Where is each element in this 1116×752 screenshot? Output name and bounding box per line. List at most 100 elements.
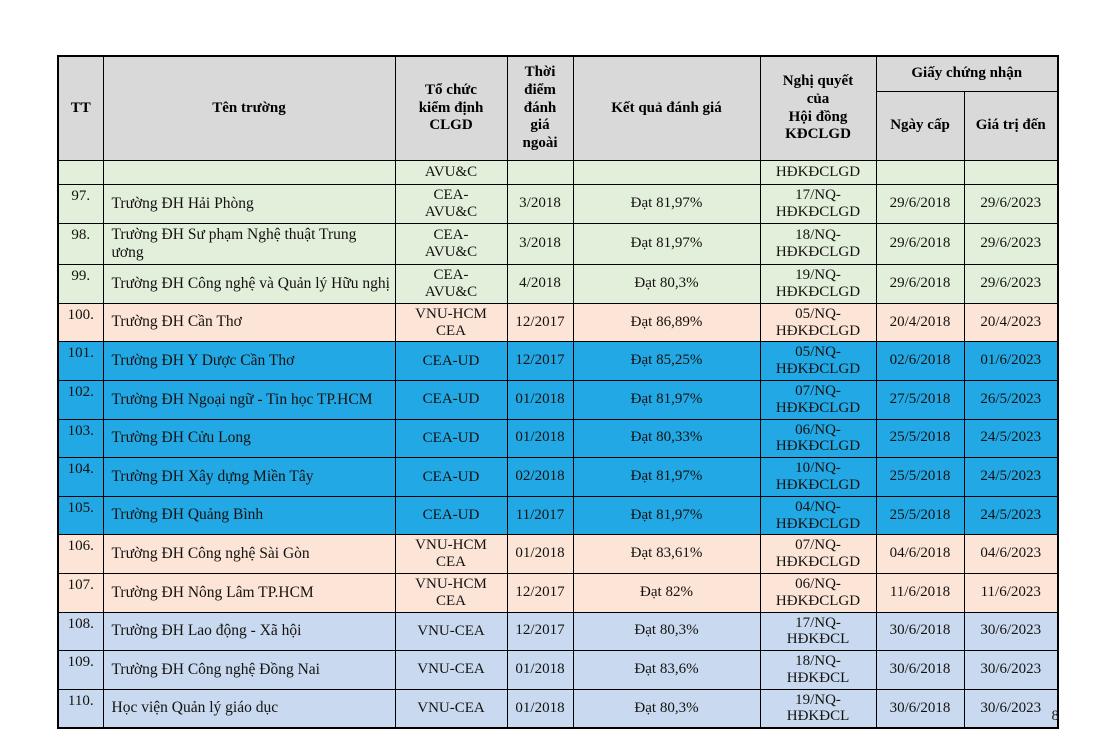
cell-time: 4/2018 [506, 264, 574, 304]
cell-name: Trường ĐH Xây dựng Miền Tây [102, 457, 396, 497]
cell-valid: 01/6/2023 [963, 341, 1059, 381]
cell-name: Trường ĐH Công nghệ Đồng Nai [102, 650, 396, 690]
cell-time [506, 160, 574, 185]
cell-time: 12/2017 [506, 572, 574, 613]
cell-org: CEA- AVU&C [394, 264, 508, 304]
page-number: 8 [1051, 708, 1060, 724]
cell-time: 12/2017 [506, 611, 574, 652]
table-row: 99. Trường ĐH Công nghệ và Quản lý Hữu ng… [57, 264, 1059, 304]
table-row: 110. Học viện Quản lý giáo dục VNU-CEA 01/2… [57, 688, 1059, 729]
cell-valid [963, 160, 1059, 185]
cell-resolution: 17/NQ- HĐKĐCLGD [759, 184, 877, 224]
cell-issued: 25/5/2018 [875, 495, 965, 536]
cell-resolution: 18/NQ- HĐKĐCL [759, 650, 877, 690]
cell-org: CEA-UD [394, 418, 508, 459]
cell-valid: 29/6/2023 [963, 264, 1059, 304]
cell-org: CEA-UD [394, 495, 508, 536]
cell-resolution: 04/NQ- HĐKĐCLGD [759, 495, 877, 536]
table-row: 100. Trường ĐH Cần Thơ VNU-HCM CEA 12/2017 Đ… [57, 302, 1059, 343]
cell-name: Trường ĐH Cửu Long [102, 418, 396, 459]
cell-valid: 20/4/2023 [963, 302, 1059, 343]
cell-time: 11/2017 [506, 495, 574, 536]
cell-time: 12/2017 [506, 302, 574, 343]
table-row: 98. Trường ĐH Sư phạm Nghệ thuật Trung ươ… [57, 222, 1059, 266]
cell-result: Đạt 80,3% [572, 688, 761, 729]
cell-resolution: 06/NQ- HĐKĐCLGD [759, 418, 877, 459]
cell-resolution: 19/NQ- HĐKĐCL [759, 688, 877, 729]
cell-issued: 20/4/2018 [875, 302, 965, 343]
accreditation-table: TT Tên trường Tổ chức kiểm định CLGD Thờ… [57, 55, 1059, 730]
cell-valid: 26/5/2023 [963, 379, 1059, 420]
cell-issued: 30/6/2018 [875, 688, 965, 729]
cell-result: Đạt 81,97% [572, 495, 761, 536]
cell-result: Đạt 83,6% [572, 650, 761, 690]
table-body: AVU&C HĐKĐCLGD 97. Trường ĐH Hải Phòng CEA- … [57, 160, 1059, 729]
cell-name: Trường ĐH Ngoại ngữ - Tin học TP.HCM [102, 379, 396, 420]
cell-tt: 100. [57, 302, 104, 343]
header-valid-until: Giá trị đến [963, 91, 1059, 161]
cell-org: CEA-UD [394, 341, 508, 381]
cell-tt: 98. [57, 222, 104, 266]
header-certificate: Giấy chứng nhận [875, 55, 1059, 92]
cell-result: Đạt 85,25% [572, 341, 761, 381]
cell-valid: 24/5/2023 [963, 495, 1059, 536]
table-row: 109. Trường ĐH Công nghệ Đồng Nai VNU-CEA 0… [57, 650, 1059, 690]
cell-name [102, 160, 396, 185]
cell-time: 01/2018 [506, 418, 574, 459]
cell-result: Đạt 81,97% [572, 184, 761, 224]
cell-valid: 30/6/2023 [963, 650, 1059, 690]
cell-tt: 99. [57, 264, 104, 304]
table-row: 102. Trường ĐH Ngoại ngữ - Tin học TP.HCM… [57, 379, 1059, 420]
cell-tt: 105. [57, 495, 104, 536]
header-tt: TT [57, 55, 104, 161]
cell-result: Đạt 81,97% [572, 457, 761, 497]
cell-resolution: 07/NQ- HĐKĐCLGD [759, 534, 877, 574]
cell-tt: 108. [57, 611, 104, 652]
cell-name: Trường ĐH Nông Lâm TP.HCM [102, 572, 396, 613]
cell-name: Trường ĐH Sư phạm Nghệ thuật Trung ương [102, 222, 396, 266]
header-school-name: Tên trường [102, 55, 396, 161]
cell-time: 3/2018 [506, 222, 574, 266]
cell-resolution: 06/NQ- HĐKĐCLGD [759, 572, 877, 613]
cell-tt: 110. [57, 688, 104, 729]
cell-result: Đạt 81,97% [572, 379, 761, 420]
cell-name: Trường ĐH Công nghệ và Quản lý Hữu nghị [102, 264, 396, 304]
cell-tt: 101. [57, 341, 104, 381]
table-row: 97. Trường ĐH Hải Phòng CEA- AVU&C 3/2018 Đạ… [57, 184, 1059, 224]
cell-result: Đạt 80,3% [572, 264, 761, 304]
table-row: 108. Trường ĐH Lao động - Xã hội VNU-CEA 12… [57, 611, 1059, 652]
cell-issued: 02/6/2018 [875, 341, 965, 381]
cell-valid: 30/6/2023 [963, 688, 1059, 729]
cell-time: 01/2018 [506, 688, 574, 729]
cell-tt: 104. [57, 457, 104, 497]
cell-result [572, 160, 761, 185]
cell-org: CEA-UD [394, 379, 508, 420]
cell-tt: 107. [57, 572, 104, 613]
header-eval-result: Kết quả đánh giá [572, 55, 761, 161]
cell-issued: 11/6/2018 [875, 572, 965, 613]
cell-valid: 24/5/2023 [963, 418, 1059, 459]
table-row: 105. Trường ĐH Quảng Bình CEA-UD 11/2017 Đạt… [57, 495, 1059, 536]
cell-time: 3/2018 [506, 184, 574, 224]
cell-issued: 29/6/2018 [875, 222, 965, 266]
cell-resolution: HĐKĐCLGD [759, 160, 877, 185]
cell-result: Đạt 80,3% [572, 611, 761, 652]
cell-result: Đạt 80,33% [572, 418, 761, 459]
cell-name: Trường ĐH Quảng Bình [102, 495, 396, 536]
cell-tt: 106. [57, 534, 104, 574]
cell-valid: 24/5/2023 [963, 457, 1059, 497]
cell-valid: 30/6/2023 [963, 611, 1059, 652]
header-eval-time: Thời điểm đánh giá ngoài [506, 55, 574, 161]
cell-resolution: 19/NQ- HĐKĐCLGD [759, 264, 877, 304]
cell-resolution: 07/NQ- HĐKĐCLGD [759, 379, 877, 420]
cell-org: AVU&C [394, 160, 508, 185]
cell-issued: 27/5/2018 [875, 379, 965, 420]
cell-time: 01/2018 [506, 650, 574, 690]
cell-name: Trường ĐH Công nghệ Sài Gòn [102, 534, 396, 574]
table-row: 106. Trường ĐH Công nghệ Sài Gòn VNU-HCM C… [57, 534, 1059, 574]
cell-valid: 04/6/2023 [963, 534, 1059, 574]
cell-org: VNU-HCM CEA [394, 534, 508, 574]
cell-time: 01/2018 [506, 379, 574, 420]
cell-tt: 109. [57, 650, 104, 690]
cell-time: 01/2018 [506, 534, 574, 574]
